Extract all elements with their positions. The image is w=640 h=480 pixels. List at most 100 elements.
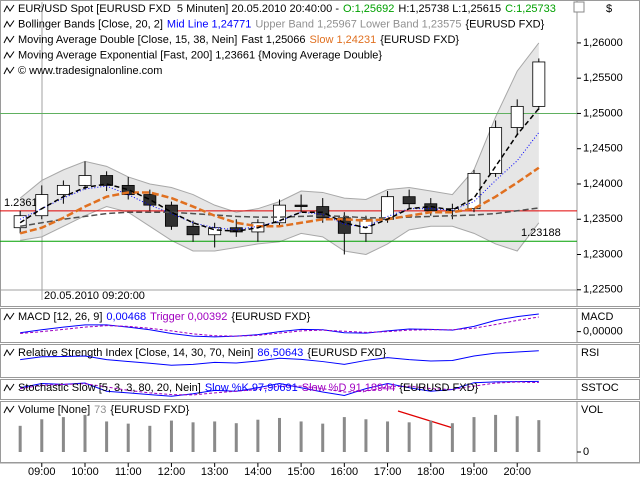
legend-part: Relative Strength Index [Close, 14, 30, …	[18, 347, 253, 359]
volume-bar	[515, 416, 519, 452]
volume-bar	[321, 423, 325, 452]
legend-row: Volume [None] 73 {EURUSD FXD}	[18, 404, 190, 416]
candle-body	[294, 204, 308, 207]
legend-part: Upper Band 1,25967 Lower Band 1,23575	[255, 18, 461, 30]
legend-part: C:1,25733	[505, 3, 556, 15]
legend-part: Volume [None]	[18, 404, 90, 416]
series-line	[20, 207, 539, 228]
legend-icon	[3, 20, 15, 28]
x-tick-label: 13:00	[201, 466, 229, 478]
legend-part: {EURUSD FXD}	[110, 404, 189, 416]
legend-part: Slow %K 97,90691	[205, 382, 298, 394]
y-tick-label: 1,24500	[583, 143, 623, 155]
x-tick-label: 15:00	[287, 466, 315, 478]
x-tick-label: 10:00	[71, 466, 99, 478]
corner-button[interactable]	[573, 1, 585, 13]
volume-bar	[83, 414, 87, 452]
legend-icon	[3, 405, 15, 414]
legend-icon	[3, 35, 15, 44]
legend-part: Trigger 0,00392	[150, 311, 227, 323]
candle-body	[208, 227, 222, 236]
series-line	[20, 313, 539, 338]
volume-bar	[234, 423, 238, 452]
legend-row: Bollinger Bands [Close, 20, 2] Mid Line 1…	[18, 18, 545, 30]
level-label: 1.23619	[4, 197, 44, 209]
legend-part: Moving Average Exponential [Fast, 200] 1…	[18, 49, 382, 61]
crosshair-label: 20.05.2010 09:20:00	[44, 290, 145, 302]
series-line	[20, 316, 539, 337]
legend-part: 0,00468	[106, 311, 146, 323]
volume-bar	[364, 419, 368, 452]
trend-line	[397, 410, 454, 429]
legend-part: © www.tradesignalonline.com	[18, 65, 162, 77]
y-tick-label: 1,26000	[583, 37, 623, 49]
volume-bar	[342, 417, 346, 452]
candle-body	[143, 194, 157, 206]
volume-bar	[61, 417, 65, 452]
legend-row: Moving Average Exponential [Fast, 200] 1…	[18, 49, 382, 61]
legend-part: 86,50643	[257, 347, 303, 359]
legend-icon	[3, 66, 15, 75]
candle-body	[13, 215, 27, 229]
axis-label: VOL	[581, 404, 603, 416]
axis-label: RSI	[581, 347, 599, 359]
legend-part: Bollinger Bands [Close, 20, 2]	[18, 18, 163, 30]
axis-label: $	[606, 3, 612, 15]
volume-bar	[277, 417, 281, 452]
y-tick-label: 0	[583, 446, 589, 458]
legend-part: Slow %D 91,18944	[302, 382, 396, 394]
x-tick-label: 11:00	[115, 466, 142, 478]
legend-part: H:1,25738 L:1,25615	[398, 3, 501, 15]
legend-part: O:1,25692	[343, 3, 394, 15]
volume-bar	[213, 421, 217, 452]
legend-part: {EURUSD FXD}	[380, 34, 459, 46]
candle-body	[100, 175, 114, 186]
candle-body	[510, 105, 524, 128]
legend-icon	[3, 383, 15, 392]
y-tick-label: 1,22500	[583, 284, 623, 296]
y-tick-label: 1,23000	[583, 248, 623, 260]
x-tick-label: 18:00	[417, 466, 445, 478]
volume-bar	[126, 423, 130, 452]
series-line	[20, 380, 539, 397]
legend-icon	[3, 312, 15, 321]
legend-row: Relative Strength Index [Close, 14, 30, …	[18, 347, 386, 359]
x-tick-label: 12:00	[158, 466, 186, 478]
volume-bar	[299, 421, 303, 452]
legend-part: {EURUSD FXD}	[465, 18, 544, 30]
legend-part: 73	[94, 404, 106, 416]
candle-body	[121, 184, 135, 195]
candle-body	[381, 196, 394, 220]
y-tick-label: 1,23500	[583, 213, 623, 225]
legend-part: Slow 1,24231	[310, 34, 377, 46]
volume-bar	[494, 414, 498, 452]
series-line	[19, 108, 540, 232]
legend-part: Stochastic Slow [5, 3, 3, 80, 20, Nein]	[18, 382, 201, 394]
y-tick-label: 0,00000	[583, 326, 623, 338]
y-tick-label: 1,25500	[583, 72, 623, 84]
legend-part: {EURUSD FXD}	[399, 382, 478, 394]
volume-bar	[148, 425, 152, 452]
volume-bar	[191, 422, 195, 452]
series-line	[20, 381, 539, 396]
volume-bar	[450, 423, 454, 452]
legend-part: {EURUSD FXD}	[307, 347, 386, 359]
legend-icon	[3, 51, 15, 59]
x-tick-label: 09:00	[28, 466, 56, 478]
candle-body	[489, 127, 503, 174]
legend-part: EUR/USD Spot [EURUSD FXD 5 Minuten] 20.0…	[18, 3, 339, 15]
legend-icon	[3, 4, 15, 13]
volume-bar	[256, 419, 260, 452]
candle-body	[186, 225, 200, 236]
legend-part: Mid Line 1,24771	[167, 18, 251, 30]
legend-icon	[3, 348, 15, 357]
volume-bar	[429, 420, 433, 452]
level-label: 1.23188	[521, 227, 561, 239]
series-line	[19, 166, 540, 235]
candle-body	[78, 175, 92, 186]
series-line	[20, 350, 539, 366]
legend-row: Stochastic Slow [5, 3, 3, 80, 20, Nein] S…	[18, 382, 479, 394]
volume-bar	[40, 419, 44, 452]
legend-row: EUR/USD Spot [EURUSD FXD 5 Minuten] 20.0…	[18, 3, 556, 15]
